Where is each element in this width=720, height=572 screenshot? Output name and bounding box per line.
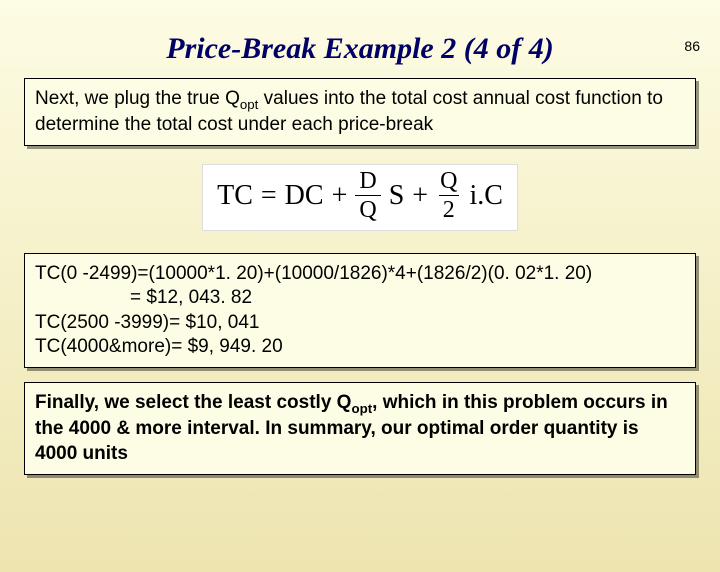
calc-line-3: TC(2500 -3999)= $10, 041 [35, 311, 685, 335]
formula-lhs: TC [217, 180, 253, 212]
intro-box: Next, we plug the true Qopt values into … [24, 78, 696, 146]
formula-term1: DC [285, 180, 324, 212]
frac2-num: Q [436, 169, 461, 195]
formula-frac1: D Q [355, 169, 380, 222]
calc-line-2: = $12, 043. 82 [35, 286, 685, 310]
calc-line-4: TC(4000&more)= $9, 949. 20 [35, 335, 685, 359]
frac1-num: D [355, 169, 380, 195]
calc-line-1: TC(0 -2499)=(10000*1. 20)+(10000/1826)*4… [35, 262, 685, 286]
conclusion-box: Finally, we select the least costly Qopt… [24, 382, 696, 474]
formula-row: TC = DC + D Q S + Q 2 i.C [217, 169, 503, 222]
formula-plus2: + [412, 180, 428, 212]
formula-plus1: + [332, 180, 348, 212]
formula-container: TC = DC + D Q S + Q 2 i.C [0, 164, 720, 231]
formula-eq: = [261, 180, 277, 212]
calculation-box: TC(0 -2499)=(10000*1. 20)+(10000/1826)*4… [24, 253, 696, 368]
page-number: 86 [684, 38, 700, 54]
intro-sub: opt [240, 97, 259, 112]
formula-frac2: Q 2 [436, 169, 461, 222]
frac2-den: 2 [439, 195, 459, 222]
formula-term3: i.C [469, 180, 502, 212]
intro-text-1: Next, we plug the true Q [35, 88, 240, 109]
formula-term2: S [389, 180, 405, 212]
final-text-1: Finally, we select the least costly Q [35, 392, 351, 413]
final-sub: opt [351, 401, 372, 416]
formula-box: TC = DC + D Q S + Q 2 i.C [202, 164, 518, 231]
slide-title: Price-Break Example 2 (4 of 4) [0, 32, 720, 66]
frac1-den: Q [355, 195, 380, 222]
